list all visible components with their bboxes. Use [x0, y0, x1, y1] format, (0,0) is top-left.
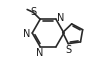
Text: N: N: [36, 48, 43, 58]
Text: S: S: [66, 45, 72, 55]
Text: N: N: [57, 13, 65, 23]
Text: N: N: [23, 29, 31, 39]
Text: S: S: [30, 7, 36, 17]
